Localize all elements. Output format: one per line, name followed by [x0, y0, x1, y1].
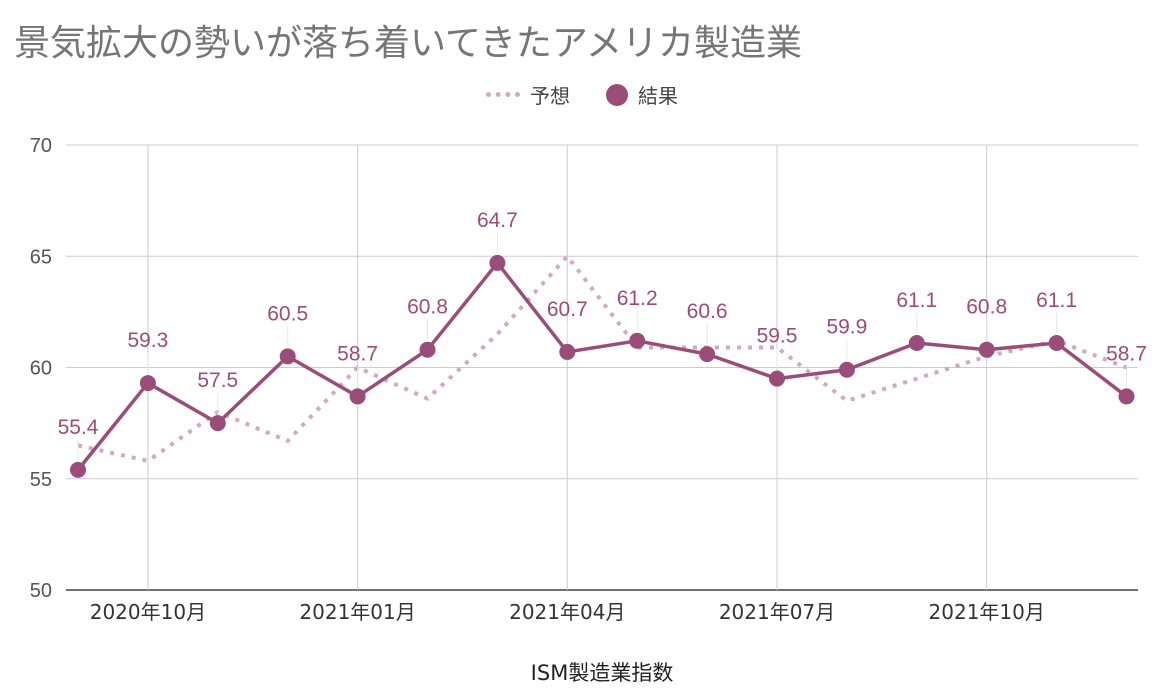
- legend-circle-marker-icon: [606, 83, 628, 106]
- x-axis-ticks: 2020年10月 2021年01月 2021年04月 2021年07月 2021年10月: [90, 600, 1045, 624]
- data-label: 60.8: [407, 296, 448, 319]
- x-tick-label: 2021年01月: [299, 600, 415, 624]
- result-point: [559, 343, 576, 360]
- data-label: 64.7: [477, 209, 518, 232]
- data-label: 60.6: [687, 300, 728, 323]
- data-label: 57.5: [197, 369, 238, 392]
- legend-item-forecast[interactable]: 予想: [486, 80, 570, 109]
- result-point: [419, 341, 436, 358]
- data-label: 59.9: [826, 316, 867, 339]
- result-point: [70, 461, 86, 478]
- y-axis-ticks: 50 55 60 65 70: [30, 135, 52, 602]
- result-point: [489, 254, 506, 271]
- x-tick-label: 2020年10月: [90, 600, 206, 624]
- data-label: 58.7: [337, 342, 378, 365]
- x-tick-label: 2021年04月: [509, 600, 625, 624]
- result-point: [209, 415, 226, 432]
- y-tick-label: 70: [30, 135, 52, 157]
- legend: 予想 結果: [0, 80, 1164, 109]
- data-label: 61.2: [617, 287, 658, 310]
- y-tick-label: 55: [30, 469, 52, 491]
- result-point: [838, 361, 855, 378]
- x-tick-label: 2021年10月: [929, 600, 1045, 624]
- result-point: [1048, 335, 1065, 352]
- legend-label-result: 結果: [638, 84, 678, 108]
- data-label: 61.1: [1036, 289, 1077, 312]
- y-tick-label: 60: [30, 358, 52, 380]
- result-point: [629, 332, 646, 349]
- chart-title: 景気拡大の勢いが落ち着いてきたアメリカ製造業: [14, 23, 803, 64]
- data-label: 61.1: [896, 289, 937, 312]
- data-label: 59.3: [127, 329, 168, 352]
- y-tick-label: 50: [30, 580, 52, 602]
- result-point: [978, 341, 995, 358]
- data-label: 60.8: [966, 296, 1007, 319]
- legend-item-result[interactable]: 結果: [582, 80, 678, 109]
- result-point: [1118, 388, 1135, 405]
- grid-lines: [66, 144, 1138, 591]
- result-point: [279, 348, 296, 365]
- data-label: 58.7: [1106, 342, 1147, 365]
- legend-label-forecast: 予想: [530, 84, 570, 108]
- data-label: 59.5: [757, 325, 798, 348]
- data-label: 55.4: [58, 416, 99, 439]
- data-labels: 55.4 59.3 57.5 60.5 58.7 60.8 64.7 60.7 61.2 60.6…: [58, 209, 1147, 460]
- result-point: [699, 346, 716, 363]
- data-label: 60.7: [547, 298, 588, 321]
- result-point: [908, 335, 925, 352]
- result-point: [349, 388, 366, 405]
- x-tick-label: 2021年07月: [719, 600, 835, 624]
- forecast-line: [77, 253, 1128, 464]
- data-label: 60.5: [267, 302, 308, 325]
- result-point: [139, 375, 156, 392]
- legend-dotted-line-icon: [486, 92, 520, 97]
- x-axis-label: ISM製造業指数: [531, 661, 674, 685]
- series-forecast: [77, 253, 1128, 464]
- result-point: [769, 370, 785, 387]
- y-tick-label: 65: [30, 246, 52, 268]
- result-line: [76, 261, 1128, 471]
- series-result: [70, 254, 1135, 478]
